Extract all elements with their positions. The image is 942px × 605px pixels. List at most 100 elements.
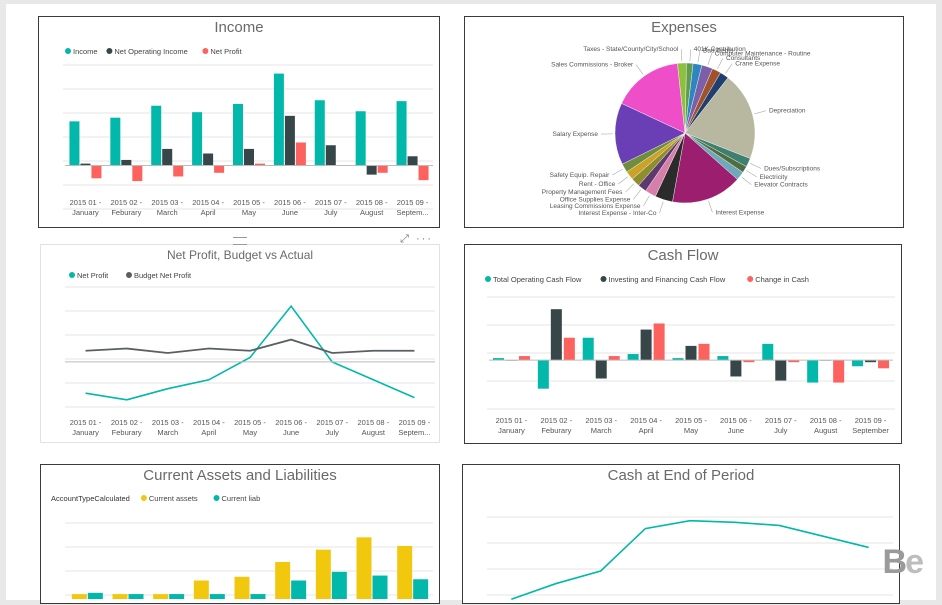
leader-line (718, 58, 723, 69)
x-tick-label: April (639, 426, 654, 435)
bar (121, 160, 131, 166)
bar (169, 594, 184, 599)
x-tick-label: April (201, 428, 216, 437)
series-line (86, 306, 415, 400)
x-tick-label: 2015 06 - (274, 198, 306, 207)
bar (408, 156, 418, 165)
x-tick-label: 2015 01 - (70, 418, 102, 427)
assets-tile[interactable]: Current Assets and Liabilities AccountTy… (40, 464, 440, 604)
bar (551, 309, 562, 360)
brand-logo: Be (883, 543, 922, 582)
x-tick-label: Feburary (111, 208, 141, 217)
x-tick-label: May (684, 426, 698, 435)
cash-end-chart[interactable] (463, 465, 901, 605)
leader-line (725, 64, 732, 74)
bar (807, 360, 818, 382)
bar (583, 338, 594, 360)
legend-item: Change in Cash (755, 275, 809, 284)
bar (609, 356, 620, 360)
bar (316, 550, 331, 599)
slice-label: Safety Equip. Repair (550, 172, 610, 179)
x-tick-label: April (201, 208, 216, 217)
cash-end-tile[interactable]: Cash at End of Period (462, 464, 900, 604)
legend-item: Investing and Financing Cash Flow (609, 275, 726, 284)
drag-handle-icon[interactable] (233, 237, 247, 245)
x-tick-label: 2015 07 - (315, 198, 347, 207)
legend-item: Net Operating Income (114, 47, 187, 56)
bar (203, 154, 213, 166)
slice-label: Depreciation (769, 108, 806, 115)
bar (88, 593, 103, 599)
slice-label: Interest Expense (715, 209, 764, 216)
slice-label: Leasing Commissions Expense (550, 203, 641, 210)
x-tick-label: 2015 06 - (275, 418, 307, 427)
bar (274, 74, 284, 166)
x-tick-label: Septem... (398, 428, 430, 437)
legend-item: Current assets (149, 494, 198, 503)
leader-line (708, 53, 712, 64)
bar (275, 562, 290, 599)
series-line (86, 340, 415, 353)
leader-line (750, 163, 761, 168)
bar (251, 594, 266, 599)
x-tick-label: 2015 05 - (234, 418, 266, 427)
leader-line (643, 196, 649, 206)
bar (397, 546, 412, 599)
slice-label: Dues/Subscriptions (764, 166, 821, 173)
x-tick-label: June (282, 208, 298, 217)
bar (326, 145, 336, 165)
bar (69, 121, 79, 165)
bar (151, 106, 161, 166)
slice-label: Sales Commissions - Broker (551, 62, 634, 69)
bar (233, 104, 243, 166)
net-profit-tile[interactable]: ⤢ ··· Net Profit, Budget vs Actual Net P… (40, 244, 440, 443)
legend-marker (214, 495, 220, 501)
bar (878, 360, 889, 368)
x-tick-label: 2015 04 - (630, 416, 662, 425)
bar (654, 323, 665, 360)
x-tick-label: 2015 05 - (233, 198, 265, 207)
bar (519, 356, 530, 360)
leader-line (746, 171, 756, 177)
legend-marker (601, 276, 607, 282)
slice-label: Elevator Contracts (754, 182, 808, 189)
bar (356, 111, 366, 165)
x-tick-label: Feburary (541, 426, 571, 435)
legend-marker (485, 276, 491, 282)
bar (833, 360, 844, 382)
slice-label: Property Management Fees (542, 189, 623, 196)
bar (153, 594, 168, 599)
series-line (511, 521, 868, 600)
bar (285, 116, 295, 166)
leader-line (625, 184, 634, 192)
bar (244, 149, 254, 166)
bar (641, 330, 652, 361)
leader-line (681, 49, 682, 61)
x-tick-label: 2015 07 - (765, 416, 797, 425)
legend-item: Net Profit (210, 47, 242, 56)
leader-line (709, 201, 713, 212)
x-tick-label: Septem... (397, 208, 429, 217)
x-tick-label: August (362, 428, 386, 437)
x-tick-label: 2015 09 - (399, 418, 431, 427)
bar (564, 338, 575, 360)
x-tick-label: 2015 06 - (720, 416, 752, 425)
x-tick-label: 2015 04 - (192, 198, 224, 207)
bar (132, 165, 142, 181)
x-tick-label: 2015 02 - (540, 416, 572, 425)
bar (91, 165, 101, 178)
bar (775, 360, 786, 380)
bar (129, 594, 144, 599)
bar (373, 576, 388, 599)
bar (291, 581, 306, 600)
bar (367, 165, 377, 174)
